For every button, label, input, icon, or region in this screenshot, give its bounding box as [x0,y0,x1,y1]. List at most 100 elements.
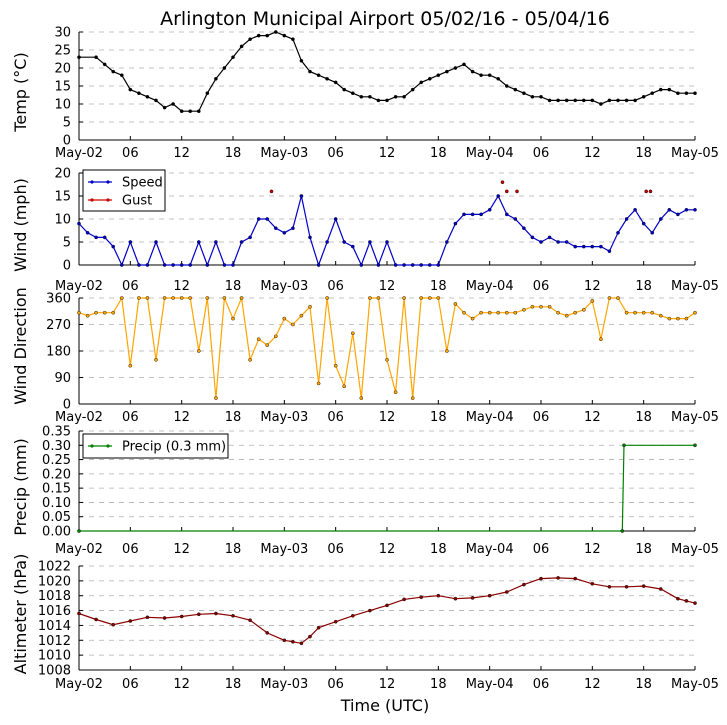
wind-data-point [214,240,218,244]
wind-data-point [644,189,649,194]
temp-data-point [402,95,406,99]
wind-data-point [273,226,278,230]
altimeter-data-point [419,595,424,600]
direction-data-point [641,310,646,315]
altimeter-data-point [676,596,680,601]
wind-data-point [650,230,655,235]
altimeter-data-point [214,611,218,616]
direction-data-point [479,310,483,315]
direction-data-point [222,296,227,300]
direction-data-point [145,296,150,300]
direction-data-point [427,296,432,300]
altimeter-ytick-label: 1022 [38,560,71,575]
wind-data-point [154,240,158,244]
direction-data-point [393,390,398,395]
precip-xtick-label: 18 [430,542,447,557]
wind-data-point [111,244,115,249]
altimeter-xtick-label: May-03 [260,677,308,692]
temp-data-point [316,73,321,77]
wind-data-point [102,235,107,240]
direction-xtick-label: 06 [533,410,550,425]
wind-data-point [376,263,381,267]
altimeter-data-point [308,634,312,639]
altimeter-data-point [368,608,372,613]
wind-data-point [205,263,210,267]
temp-data-point [154,98,158,103]
altimeter-ytick-label: 1008 [38,664,71,679]
altimeter-data-point [299,641,304,646]
temp-data-point [94,55,98,60]
temp-data-point [530,95,535,99]
temp-data-point [684,91,689,95]
altimeter-data-point [402,597,406,602]
temp-xtick-label: 18 [635,146,652,161]
wind-data-point [188,263,192,267]
temp-data-point [616,98,620,103]
wind-data-point [325,240,329,244]
direction-data-point [342,384,347,389]
temp-data-point [325,77,329,81]
altimeter-xtick-label: 18 [635,677,652,692]
wind-data-point [342,240,347,244]
temp-data-point [470,69,475,74]
precip-xtick-label: 12 [379,542,396,557]
altimeter-data-point [590,582,595,586]
direction-data-point [282,316,287,321]
wind-data-point [599,244,603,249]
temp-xtick-label: 18 [430,146,447,161]
temp-data-point [385,98,389,103]
direction-data-point [188,296,192,300]
wind-data-point [410,263,415,267]
temp-data-point [171,102,175,106]
altimeter-ytick-label: 1014 [38,619,71,634]
direction-data-point [171,296,175,300]
direction-data-point [684,316,689,321]
direction-data-point [239,296,244,300]
temp-data-point [504,84,509,88]
wind-data-point [77,221,81,226]
temp-xtick-label: May-04 [466,146,514,161]
precip-y-axis-label: Precip (mm) [11,438,30,536]
wind-data-point [487,207,492,212]
temp-data-point [333,80,338,85]
temp-data-point [479,73,483,77]
wind-xtick-label: 12 [173,279,190,294]
temp-data-point [633,98,637,103]
temp-data-point [573,98,578,103]
altimeter-data-point [641,584,646,588]
temp-data-point [496,77,501,81]
wind-data-point [427,263,432,267]
temp-ytick-label: 30 [54,26,71,41]
wind-data-point [299,194,304,198]
wind-data-point [504,212,509,217]
precip-ytick-label: 0.30 [42,439,71,454]
wind-data-point [368,240,372,244]
altimeter-data-point [196,612,201,617]
temp-data-point [368,95,372,99]
direction-data-point [599,337,603,342]
wind-data-point [624,217,629,221]
wind-data-point [641,221,646,226]
temp-xtick-label: May-03 [260,146,308,161]
wind-data-point [359,263,364,267]
altimeter-data-point [179,614,184,619]
wind-xtick-label: 06 [122,279,139,294]
temp-data-point [522,91,526,95]
temp-data-point [650,91,655,95]
temp-data-point [342,87,347,92]
wind-ytick-label: 0 [63,259,71,274]
wind-xtick-label: 06 [327,279,344,294]
direction-data-point [265,343,270,347]
wind-data-point [385,240,389,244]
altimeter-xtick-label: May-05 [671,677,719,692]
wind-xtick-label: May-02 [55,279,103,294]
direction-data-point [667,316,672,321]
temp-data-point [162,105,167,110]
wind-xtick-label: May-05 [671,279,719,294]
direction-xtick-label: May-04 [466,410,514,425]
altimeter-xtick-label: 12 [173,677,190,692]
altimeter-data-point [684,599,689,603]
temp-data-point [111,69,115,74]
temp-xtick-label: 12 [173,146,190,161]
altimeter-data-point [316,625,321,630]
